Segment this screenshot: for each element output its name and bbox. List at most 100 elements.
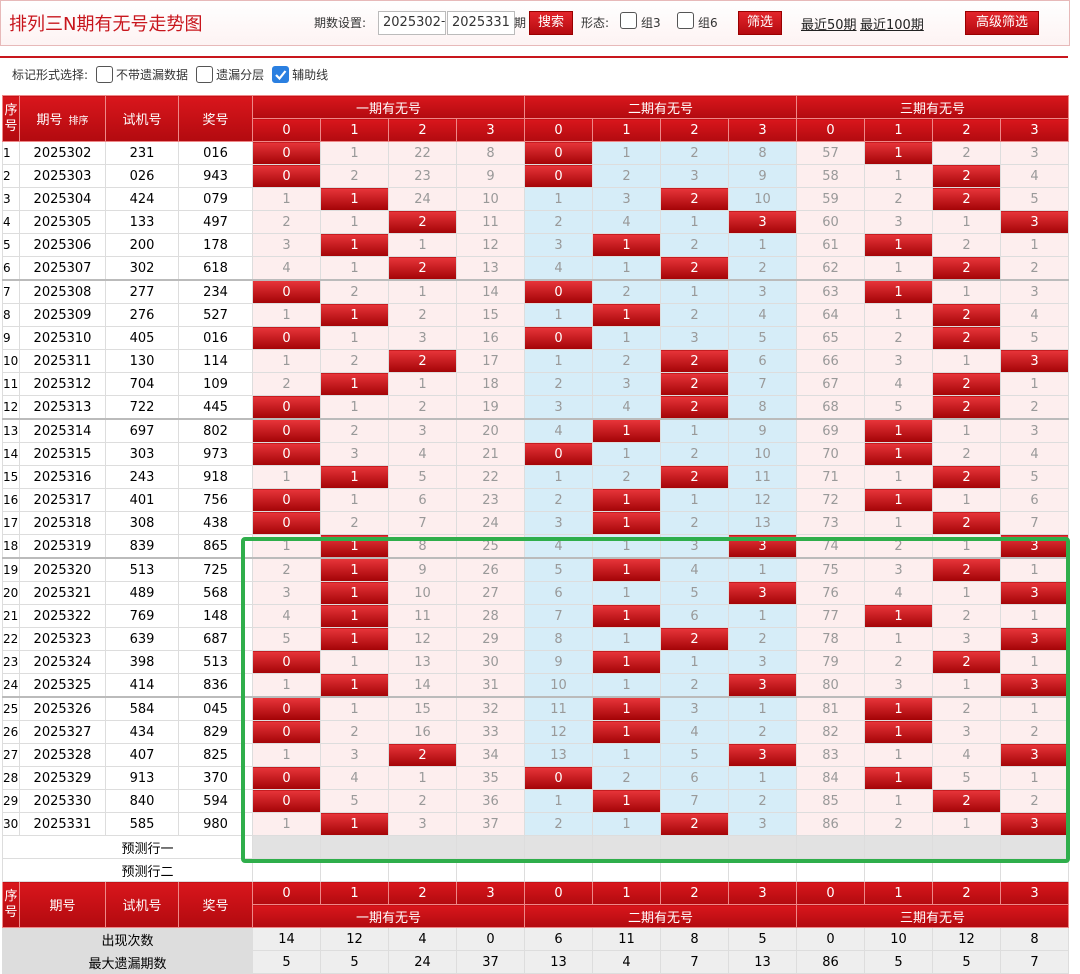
predict-cell[interactable]	[320, 835, 389, 859]
miss-cell: 4	[592, 210, 661, 234]
miss-cell: 1	[864, 465, 933, 489]
end-input[interactable]: 2025331	[447, 11, 515, 35]
miss-cell: 68	[796, 395, 865, 420]
predict-cell[interactable]	[252, 835, 321, 859]
period: 2025313	[19, 395, 106, 420]
miss-cell: 3	[388, 326, 457, 350]
miss-cell: 3	[320, 743, 389, 767]
digit-header: 1	[320, 118, 389, 142]
predict-label: 预测行一	[2, 835, 253, 859]
prize-number: 370	[178, 766, 253, 790]
hit-cell: 1	[592, 650, 661, 674]
miss-cell: 1	[660, 488, 729, 512]
miss-cell: 1	[524, 349, 593, 373]
miss-cell: 1	[320, 210, 389, 234]
hit-cell: 1	[320, 187, 389, 211]
miss-cell: 17	[456, 349, 525, 373]
period-label: 期号	[49, 899, 76, 914]
advanced-button[interactable]: 高级筛选	[965, 11, 1040, 35]
miss-cell: 2	[728, 789, 797, 813]
hit-cell: 1	[864, 233, 933, 257]
digit-header: 2	[388, 881, 457, 905]
miss-cell: 2	[320, 279, 389, 304]
hit-cell: 1	[592, 511, 661, 535]
hit-cell: 1	[864, 442, 933, 466]
miss-cell: 72	[796, 488, 865, 512]
hit-cell: 2	[932, 164, 1001, 188]
period: 2025309	[19, 303, 106, 327]
miss-cell: 2	[660, 303, 729, 327]
row-index: 2	[2, 164, 20, 188]
predict-cell[interactable]	[524, 835, 593, 859]
predict-cell[interactable]	[932, 835, 1001, 859]
recent100-link[interactable]: 最近100期	[860, 18, 924, 33]
miss-cell: 1	[1000, 557, 1069, 582]
row-index: 3	[2, 187, 20, 211]
data-row: 6 2025307 302 618 4 1 2 13 4 1 2 2 62 1 2 2	[2, 256, 1069, 281]
start-input[interactable]: 2025302	[378, 11, 446, 35]
miss-cell: 4	[524, 256, 593, 281]
hit-cell: 3	[1000, 673, 1069, 698]
hit-cell: 3	[1000, 210, 1069, 234]
group-header: 三期有无号	[796, 95, 1069, 119]
hit-cell: 1	[320, 604, 389, 628]
predict-cell[interactable]	[660, 835, 729, 859]
period: 2025304	[19, 187, 106, 211]
sort-button[interactable]: 排序	[68, 116, 89, 127]
option-checkbox[interactable]	[272, 66, 290, 83]
prize-number: 497	[178, 210, 253, 234]
period: 2025303	[19, 164, 106, 188]
trial-number: 722	[105, 395, 179, 420]
miss-cell: 2	[932, 442, 1001, 466]
filter-button[interactable]: 筛选	[738, 11, 783, 35]
miss-cell: 13	[388, 650, 457, 674]
miss-cell: 1	[320, 326, 389, 350]
search-button[interactable]: 搜索	[529, 11, 574, 35]
group6-checkbox[interactable]	[677, 12, 694, 29]
miss-cell: 1	[252, 187, 321, 211]
predict-cell[interactable]	[388, 835, 457, 859]
miss-cell: 1	[932, 418, 1001, 443]
hit-cell: 2	[932, 395, 1001, 420]
hit-cell: 2	[660, 465, 729, 489]
hit-cell: 2	[932, 789, 1001, 813]
hit-cell: 3	[1000, 581, 1069, 605]
miss-cell: 12	[456, 233, 525, 257]
hit-cell: 3	[1000, 627, 1069, 651]
miss-cell: 4	[524, 418, 593, 443]
trial-number: 303	[105, 442, 179, 466]
period: 2025321	[19, 581, 106, 605]
miss-cell: 5	[1000, 465, 1069, 489]
summary-value: 5	[932, 950, 1001, 974]
row-index: 15	[2, 465, 20, 489]
hit-cell: 2	[660, 372, 729, 396]
miss-cell: 2	[728, 256, 797, 281]
hit-cell: 2	[388, 210, 457, 234]
data-row: 11 2025312 704 109 2 1 1 18 2 3 2 7 67 4 2 1	[2, 372, 1069, 396]
miss-cell: 3	[728, 650, 797, 674]
period: 2025331	[19, 812, 106, 836]
hit-cell: 0	[252, 488, 321, 512]
option-checkbox[interactable]	[196, 66, 214, 83]
hit-cell: 0	[524, 164, 593, 188]
data-row: 5 2025306 200 178 3 1 1 12 3 1 2 1 61 1 2 1	[2, 233, 1069, 257]
miss-cell: 1	[320, 488, 389, 512]
option-checkbox[interactable]	[96, 66, 114, 83]
miss-cell: 5	[1000, 187, 1069, 211]
hit-cell: 0	[252, 141, 321, 165]
row-index: 5	[2, 233, 20, 257]
miss-cell: 6	[728, 349, 797, 373]
predict-cell[interactable]	[592, 835, 661, 859]
miss-cell: 1	[252, 465, 321, 489]
miss-cell: 1	[932, 488, 1001, 512]
recent50-link[interactable]: 最近50期	[801, 18, 857, 33]
miss-cell: 1	[728, 557, 797, 582]
predict-cell[interactable]	[728, 835, 797, 859]
miss-cell: 5	[864, 395, 933, 420]
row-index: 25	[2, 696, 20, 721]
miss-cell: 24	[388, 187, 457, 211]
period: 2025302	[19, 141, 106, 165]
data-row: 1 2025302 231 016 0 1 22 8 0 1 2 8 57 1 2 3	[2, 141, 1069, 165]
group3-checkbox[interactable]	[620, 12, 637, 29]
miss-cell: 1	[660, 418, 729, 443]
